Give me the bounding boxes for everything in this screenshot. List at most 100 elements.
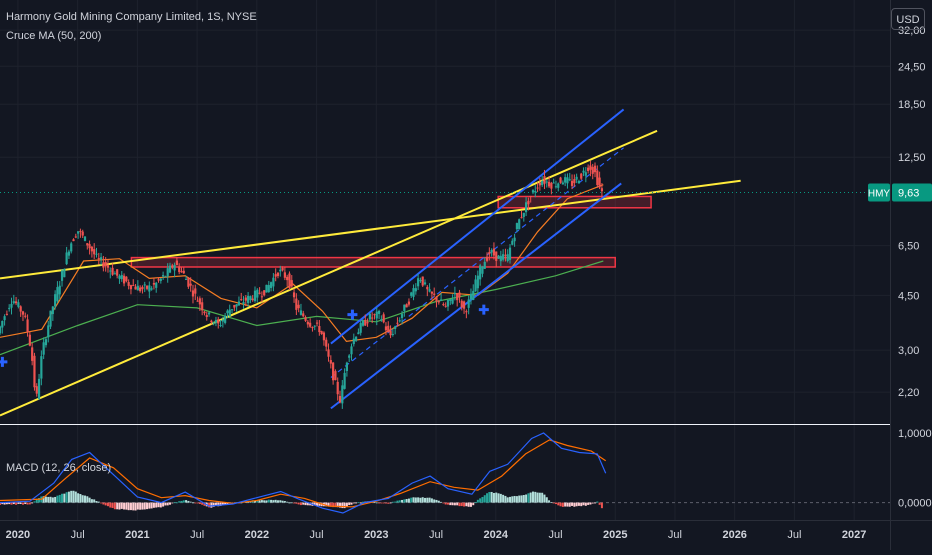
candle-body (430, 291, 434, 294)
macd-histogram-bar (166, 502, 169, 506)
macd-histogram-bar (304, 502, 307, 506)
candle-body (244, 297, 247, 301)
macd-histogram-bar (361, 501, 364, 503)
macd-histogram-bar (577, 502, 580, 506)
candle-body (387, 325, 390, 332)
candle-body (63, 268, 66, 278)
candle-body (263, 290, 266, 296)
candle-body (42, 342, 45, 355)
macd-histogram-bar (481, 496, 484, 503)
price-tick-label: 2,20 (898, 387, 919, 399)
candle-body (81, 231, 84, 236)
macd-histogram-bar (214, 502, 217, 507)
candle-body (502, 254, 505, 260)
candle-body (143, 284, 146, 286)
macd-legend[interactable]: MACD (12, 26, close) (6, 462, 112, 474)
candle-body (354, 336, 358, 341)
candle-body (1, 320, 4, 328)
candle-body (290, 280, 293, 287)
macd-histogram-bar (348, 502, 351, 506)
candle-body (557, 183, 560, 188)
crossover-marker (478, 304, 489, 315)
macd-histogram-bar (67, 491, 70, 503)
macd-histogram-bar (334, 502, 337, 508)
candle-body (570, 180, 574, 186)
macd-histogram-bar (139, 502, 142, 510)
candle-body (129, 285, 133, 290)
macd-histogram-bar (79, 494, 82, 503)
candle-body (141, 286, 144, 290)
time-tick-label: Jul (787, 529, 801, 541)
candle-body (47, 325, 50, 338)
time-tick-label: Jul (190, 529, 204, 541)
macd-histogram-bar (345, 502, 348, 508)
macd-histogram-bar (212, 502, 215, 507)
candle-body (201, 302, 204, 311)
candle-body (423, 282, 427, 285)
candle-body (28, 334, 31, 346)
candle-body (391, 333, 394, 335)
time-tick-label: Jul (668, 529, 682, 541)
currency-button[interactable]: USD (891, 8, 925, 30)
macd-line (0, 432, 607, 514)
macd-histogram-bar (208, 502, 211, 508)
macd-histogram-bar (428, 497, 431, 503)
macd-histogram-bar (274, 499, 277, 503)
macd-histogram-bar (258, 500, 261, 503)
macd-histogram-bar (396, 500, 399, 503)
candle-body (205, 314, 208, 317)
candle-body (198, 298, 201, 305)
candle-body (77, 231, 80, 234)
macd-histogram-bar (472, 502, 475, 506)
macd-histogram-bar (226, 502, 229, 505)
macd-histogram-bar (580, 502, 583, 507)
macd-histogram-bar (589, 502, 592, 505)
candle-body (499, 255, 502, 262)
candle-body (258, 292, 261, 294)
time-tick-label: Jul (548, 529, 562, 541)
candle-body (364, 319, 367, 326)
macd-histogram-bar (336, 502, 339, 508)
candle-body (554, 186, 558, 188)
candle-body (318, 325, 321, 333)
candle-body (403, 304, 406, 312)
candle-body (368, 313, 371, 320)
candle-body (472, 290, 475, 301)
macd-histogram-bar (506, 497, 509, 503)
candle-body (375, 311, 378, 319)
macd-histogram-bar (513, 495, 516, 503)
candle-body (329, 360, 332, 364)
last-price-label: 9,63 (898, 187, 919, 199)
candle-body (26, 319, 29, 333)
macd-histogram-bar (421, 497, 424, 503)
candle-body (134, 286, 137, 290)
indicator-legend[interactable]: Cruce MA (50, 200) (6, 30, 102, 42)
candle-body (325, 339, 328, 347)
macd-histogram-bar (456, 502, 459, 506)
candle-body (159, 278, 162, 281)
candle-body (5, 313, 8, 315)
time-tick-label: 2025 (603, 529, 627, 541)
candle-body (40, 356, 43, 379)
macd-histogram-bar (598, 502, 601, 505)
macd-histogram-bar (198, 502, 201, 504)
candle-body (485, 256, 489, 261)
candle-body (95, 253, 98, 255)
candle-body (531, 190, 535, 193)
macd-histogram-bar (15, 502, 18, 505)
candle-body (400, 314, 404, 319)
candle-body (384, 326, 388, 331)
macd-histogram-bar (1, 502, 4, 505)
candle-body (382, 314, 385, 323)
macd-histogram-bar (343, 502, 346, 509)
macd-tick-label: 1,0000 (898, 428, 932, 440)
macd-histogram-bar (566, 502, 569, 507)
macd-histogram-bar (47, 496, 50, 503)
macd-histogram-bar (502, 494, 505, 503)
blue-channel-line (330, 108, 625, 345)
macd-histogram-bar (290, 502, 293, 504)
